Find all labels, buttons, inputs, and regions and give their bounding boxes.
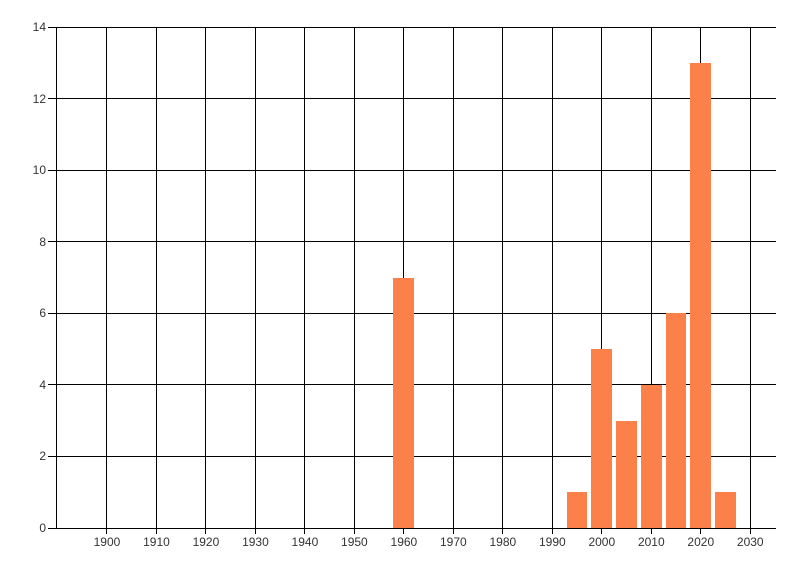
bar	[591, 349, 613, 528]
y-tick-label: 8	[39, 234, 46, 249]
bar	[690, 62, 712, 528]
x-tick-label: 1920	[192, 535, 220, 549]
y-tick-label: 14	[32, 20, 46, 34]
x-axis-tick	[254, 528, 256, 534]
y-axis-tick	[48, 455, 56, 457]
y-axis-tick	[48, 527, 56, 529]
x-tick-label: 2010	[637, 535, 665, 549]
x-gridline	[650, 27, 652, 528]
x-gridline	[353, 27, 355, 528]
y-gridline	[56, 98, 776, 100]
x-axis-tick	[700, 528, 702, 534]
y-tick-label: 12	[32, 91, 46, 106]
x-axis-tick	[403, 528, 405, 534]
bar	[393, 277, 415, 528]
y-tick-label: 0	[39, 521, 46, 535]
x-axis-tick	[601, 528, 603, 534]
y-gridline	[56, 312, 776, 314]
y-gridline	[56, 241, 776, 243]
bar	[665, 313, 687, 528]
x-axis-line	[56, 527, 776, 529]
x-tick-label: 2000	[588, 535, 616, 549]
x-axis-tick	[106, 528, 108, 534]
x-axis-tick	[353, 528, 355, 534]
x-gridline	[254, 27, 256, 528]
y-tick-label: 6	[39, 306, 46, 321]
x-tick-label: 1910	[143, 535, 170, 549]
y-axis-tick	[48, 312, 56, 314]
x-tick-label: 2030	[736, 535, 764, 549]
x-axis-tick	[155, 528, 157, 534]
x-tick-label: 2020	[687, 535, 715, 549]
x-axis-tick	[452, 528, 454, 534]
bar	[715, 492, 736, 528]
x-gridline	[601, 27, 603, 528]
x-gridline	[749, 27, 751, 528]
x-gridline	[551, 27, 553, 528]
x-tick-label: 1990	[538, 535, 566, 549]
x-tick-label: 1960	[390, 535, 418, 549]
x-tick-label: 1930	[242, 535, 269, 549]
x-axis-tick	[205, 528, 207, 534]
y-gridline	[56, 384, 776, 386]
x-tick-label: 1950	[341, 535, 368, 549]
y-axis-tick	[48, 98, 56, 100]
bar	[566, 492, 588, 528]
x-gridline	[452, 27, 454, 528]
y-axis-tick	[48, 241, 56, 243]
x-gridline	[106, 27, 108, 528]
x-axis-tick	[650, 528, 652, 534]
x-axis-tick	[502, 528, 504, 534]
y-tick-label: 10	[32, 163, 46, 178]
y-tick-label: 2	[39, 449, 46, 464]
y-gridline	[56, 455, 776, 457]
x-axis-tick	[749, 528, 751, 534]
x-gridline	[304, 27, 306, 528]
x-tick-label: 1900	[93, 535, 121, 549]
x-gridline	[155, 27, 157, 528]
x-axis-tick	[551, 528, 553, 534]
y-tick-label: 4	[39, 377, 46, 392]
bar	[640, 384, 662, 528]
y-axis-tick	[48, 384, 56, 386]
y-axis-tick	[48, 169, 56, 171]
y-axis-tick	[48, 26, 56, 28]
bar	[616, 420, 637, 528]
x-tick-label: 1970	[440, 535, 467, 549]
x-axis-tick	[304, 528, 306, 534]
y-gridline	[56, 169, 776, 171]
x-tick-label: 1980	[489, 535, 517, 549]
x-gridline	[502, 27, 504, 528]
y-axis-line	[55, 27, 57, 529]
x-gridline	[205, 27, 207, 528]
y-gridline	[56, 26, 776, 28]
x-tick-label: 1940	[291, 535, 319, 549]
